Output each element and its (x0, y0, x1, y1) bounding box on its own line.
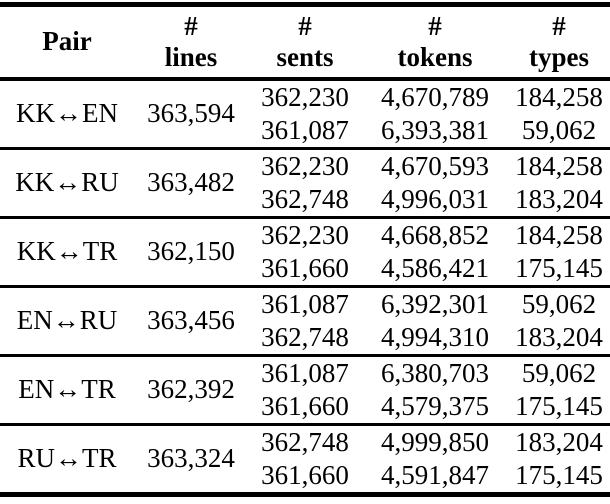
types-cell: 175,145 (515, 390, 603, 421)
sents-cell: 362,748 (261, 321, 349, 352)
types-cell: 59,062 (521, 288, 597, 319)
lines-cell: 363,324 (147, 443, 235, 473)
header-types: # types (508, 4, 610, 81)
types-cell: 184,258 (515, 81, 603, 112)
sents-cell: 362,748 (261, 183, 349, 214)
row-group-kk-ru: KK↔RU 363,482 362,230 4,670,593 184,258 … (0, 148, 610, 217)
header-row: Pair # lines # sents # tokens # types (0, 4, 610, 81)
table-row: KK↔EN 363,594 362,230 4,670,789 184,258 (0, 79, 610, 129)
types-cell: 183,204 (515, 426, 603, 457)
tokens-cell: 4,586,421 (381, 252, 489, 283)
header-lines: # lines (134, 4, 248, 81)
row-group-kk-tr: KK↔TR 362,150 362,230 4,668,852 184,258 … (0, 217, 610, 286)
table-row: 362,748 4,994,310 183,204 (0, 321, 610, 356)
table-row: EN↔TR 362,392 361,087 6,380,703 59,062 (0, 355, 610, 405)
header-lines-label: lines (164, 41, 218, 72)
header-types-label: types (529, 41, 589, 72)
row-group-en-tr: EN↔TR 362,392 361,087 6,380,703 59,062 3… (0, 355, 610, 424)
tokens-cell: 4,579,375 (381, 390, 489, 421)
row-group-en-ru: EN↔RU 363,456 361,087 6,392,301 59,062 3… (0, 286, 610, 355)
sents-cell: 362,230 (261, 219, 349, 250)
lines-cell: 362,392 (147, 374, 235, 404)
header-pair: Pair (0, 4, 134, 81)
pair-cell: KK↔RU (15, 167, 119, 197)
table-row: 361,660 4,579,375 175,145 (0, 390, 610, 425)
tokens-cell: 6,393,381 (381, 114, 489, 145)
table-row: 362,748 4,996,031 183,204 (0, 183, 610, 218)
types-cell: 175,145 (515, 252, 603, 283)
lines-cell: 363,482 (147, 167, 235, 197)
sents-cell: 361,660 (261, 459, 349, 490)
row-group-ru-tr: RU↔TR 363,324 362,748 4,999,850 183,204 … (0, 424, 610, 494)
table-row: 361,660 4,591,847 175,145 (0, 459, 610, 495)
sents-cell: 362,748 (261, 426, 349, 457)
tokens-cell: 4,996,031 (381, 183, 489, 214)
tokens-cell: 4,670,593 (381, 150, 489, 181)
header-sents-label: sents (276, 41, 334, 72)
table-row: RU↔TR 363,324 362,748 4,999,850 183,204 (0, 424, 610, 474)
table-row: EN↔RU 363,456 361,087 6,392,301 59,062 (0, 286, 610, 336)
header-sents: # sents (248, 4, 362, 81)
lines-cell: 363,456 (147, 305, 235, 335)
sents-cell: 362,230 (261, 81, 349, 112)
tokens-cell: 4,670,789 (381, 81, 489, 112)
pair-cell: EN↔TR (18, 374, 116, 404)
lines-cell: 363,594 (147, 98, 235, 128)
sents-cell: 361,087 (261, 357, 349, 388)
pair-cell: EN↔RU (16, 305, 118, 335)
sents-cell: 361,660 (261, 390, 349, 421)
types-cell: 184,258 (515, 150, 603, 181)
header-tokens-hash: # (428, 10, 442, 41)
lines-cell: 362,150 (147, 236, 235, 266)
tokens-cell: 6,392,301 (381, 288, 489, 319)
types-cell: 59,062 (521, 114, 597, 145)
sents-cell: 362,230 (261, 150, 349, 181)
header-sents-hash: # (298, 10, 312, 41)
table-row: 361,660 4,586,421 175,145 (0, 252, 610, 287)
table-row: 361,087 6,393,381 59,062 (0, 114, 610, 149)
types-cell: 183,204 (515, 321, 603, 352)
tokens-cell: 4,994,310 (381, 321, 489, 352)
tokens-cell: 4,999,850 (381, 426, 489, 457)
sents-cell: 361,087 (261, 114, 349, 145)
table-row: KK↔RU 363,482 362,230 4,670,593 184,258 (0, 148, 610, 198)
header-tokens-label: tokens (397, 41, 473, 72)
tokens-cell: 6,380,703 (381, 357, 489, 388)
types-cell: 59,062 (521, 357, 597, 388)
row-group-kk-en: KK↔EN 363,594 362,230 4,670,789 184,258 … (0, 78, 610, 149)
table-row: KK↔TR 362,150 362,230 4,668,852 184,258 (0, 217, 610, 267)
sents-cell: 361,087 (261, 288, 349, 319)
header-tokens: # tokens (362, 4, 508, 81)
tokens-cell: 4,591,847 (381, 459, 489, 490)
types-cell: 183,204 (515, 183, 603, 214)
types-cell: 175,145 (515, 459, 603, 490)
header-types-hash: # (552, 10, 566, 41)
table-header: Pair # lines # sents # tokens # types (0, 4, 610, 81)
header-lines-hash: # (184, 10, 198, 41)
sents-cell: 361,660 (261, 252, 349, 283)
pair-cell: KK↔EN (16, 98, 118, 128)
pair-cell: RU↔TR (17, 443, 117, 473)
tokens-cell: 4,668,852 (381, 219, 489, 250)
pair-cell: KK↔TR (16, 236, 118, 266)
types-cell: 184,258 (515, 219, 603, 250)
